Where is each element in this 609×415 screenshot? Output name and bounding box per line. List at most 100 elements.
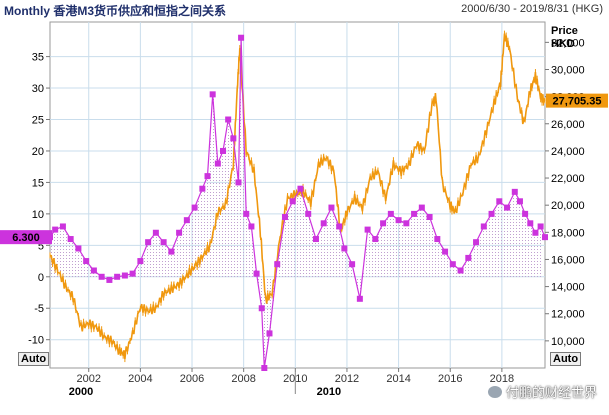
m3-fill-dot (435, 267, 436, 268)
m3-fill-dot (303, 225, 304, 226)
m3-fill-dot (438, 249, 439, 250)
m3-fill-dot (282, 243, 283, 244)
m3-fill-dot (495, 210, 496, 211)
m3-fill-dot (303, 234, 304, 235)
m3-fill-dot (474, 252, 475, 253)
m3-fill-dot (393, 255, 394, 256)
m3-fill-dot (372, 276, 373, 277)
m3-fill-dot (186, 261, 187, 262)
m3-fill-dot (213, 150, 214, 151)
m3-fill-dot (501, 270, 502, 271)
m3-fill-dot (228, 165, 229, 166)
auto-scale-right-button[interactable]: Auto (550, 352, 582, 366)
m3-fill-dot (72, 255, 73, 256)
m3-fill-dot (348, 276, 349, 277)
m3-fill-dot (309, 255, 310, 256)
m3-fill-dot (183, 234, 184, 235)
m3-fill-dot (66, 258, 67, 259)
m3-fill-dot (519, 255, 520, 256)
m3-fill-dot (384, 267, 385, 268)
m3-fill-dot (492, 237, 493, 238)
m3-fill-dot (453, 276, 454, 277)
m3-fill-dot (282, 255, 283, 256)
m3-fill-dot (231, 219, 232, 220)
m3-fill-dot (237, 207, 238, 208)
m3-fill-dot (291, 270, 292, 271)
m3-fill-dot (525, 231, 526, 232)
m3-fill-dot (396, 261, 397, 262)
m3-fill-dot (498, 249, 499, 250)
m3-marker (209, 91, 216, 98)
m3-fill-dot (507, 261, 508, 262)
m3-fill-dot (210, 219, 211, 220)
m3-fill-dot (240, 162, 241, 163)
m3-fill-dot (516, 234, 517, 235)
m3-fill-dot (489, 246, 490, 247)
m3-fill-dot (486, 249, 487, 250)
m3-fill-dot (180, 237, 181, 238)
m3-fill-dot (192, 228, 193, 229)
m3-fill-dot (234, 219, 235, 220)
m3-marker (387, 210, 394, 217)
m3-fill-dot (234, 174, 235, 175)
m3-fill-dot (288, 261, 289, 262)
m3-fill-dot (264, 339, 265, 340)
m3-fill-dot (210, 180, 211, 181)
m3-fill-dot (297, 213, 298, 214)
m3-fill-dot (213, 165, 214, 166)
m3-fill-dot (495, 249, 496, 250)
m3-fill-dot (294, 273, 295, 274)
m3-marker (168, 248, 175, 255)
m3-fill-dot (264, 357, 265, 358)
m3-fill-dot (72, 276, 73, 277)
m3-fill-dot (435, 249, 436, 250)
m3-fill-dot (423, 222, 424, 223)
m3-fill-dot (294, 267, 295, 268)
m3-fill-dot (321, 255, 322, 256)
m3-fill-dot (180, 261, 181, 262)
m3-fill-dot (327, 258, 328, 259)
m3-fill-dot (507, 228, 508, 229)
m3-fill-dot (441, 270, 442, 271)
m3-fill-dot (408, 273, 409, 274)
m3-fill-dot (222, 174, 223, 175)
m3-fill-dot (333, 237, 334, 238)
m3-fill-dot (195, 237, 196, 238)
m3-fill-dot (519, 261, 520, 262)
m3-fill-dot (369, 264, 370, 265)
m3-fill-dot (237, 216, 238, 217)
m3-fill-dot (339, 249, 340, 250)
m3-fill-dot (207, 255, 208, 256)
m3-fill-dot (207, 258, 208, 259)
m3-fill-dot (510, 210, 511, 211)
m3-fill-dot (333, 219, 334, 220)
m3-fill-dot (84, 267, 85, 268)
m3-fill-dot (243, 267, 244, 268)
m3-fill-dot (525, 267, 526, 268)
m3-fill-dot (516, 261, 517, 262)
m3-fill-dot (192, 231, 193, 232)
m3-fill-dot (516, 255, 517, 256)
m3-fill-dot (411, 273, 412, 274)
m3-fill-dot (324, 273, 325, 274)
m3-fill-dot (87, 276, 88, 277)
m3-fill-dot (489, 258, 490, 259)
auto-scale-left-button[interactable]: Auto (18, 352, 50, 366)
m3-fill-dot (495, 234, 496, 235)
m3-fill-dot (495, 216, 496, 217)
m3-fill-dot (447, 261, 448, 262)
m3-marker (235, 179, 242, 186)
m3-fill-dot (471, 255, 472, 256)
m3-fill-dot (246, 267, 247, 268)
m3-fill-dot (216, 261, 217, 262)
m3-fill-dot (216, 204, 217, 205)
m3-fill-dot (390, 255, 391, 256)
m3-fill-dot (405, 258, 406, 259)
m3-fill-dot (492, 222, 493, 223)
m3-fill-dot (486, 243, 487, 244)
right-tick-label: 32,000 (551, 37, 585, 49)
m3-fill-dot (516, 240, 517, 241)
m3-fill-dot (387, 249, 388, 250)
m3-fill-dot (513, 243, 514, 244)
